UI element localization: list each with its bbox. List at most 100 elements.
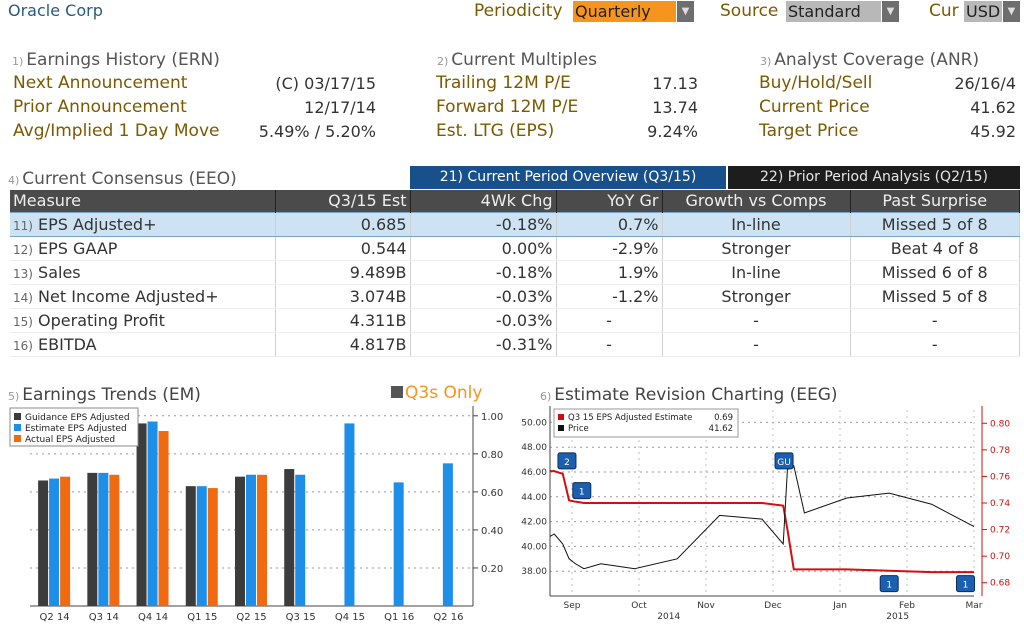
current-consensus-title[interactable]: 4) Current Consensus (EEO): [8, 169, 237, 189]
y-tick-label: 0.20: [481, 564, 503, 575]
col-header-4wk-chg[interactable]: 4Wk Chg: [410, 190, 557, 212]
measure-name: EPS Adjusted+: [38, 214, 157, 234]
row-number: 13): [13, 266, 33, 281]
earnings-trends-title[interactable]: 5) Earnings Trends (EM): [8, 385, 201, 405]
source-dropdown-icon[interactable]: ▼: [882, 1, 899, 22]
y-left-tick-label: 48.00: [521, 443, 547, 453]
company-name: Oracle Corp: [8, 1, 103, 20]
table-row[interactable]: 12) EPS GAAP 0.544 0.00% -2.9% Stronger …: [10, 236, 1020, 261]
currency-select[interactable]: USD: [964, 1, 1002, 22]
x-tick-label: Mar: [966, 601, 983, 611]
marker-box: [572, 482, 592, 500]
legend-box: [9, 407, 139, 447]
legend-swatch: [558, 414, 564, 420]
x-tick-label: Nov: [697, 601, 715, 611]
top-bar: Oracle Corp Periodicity Quarterly ▼ Sour…: [0, 0, 1024, 24]
x-tick-label: Dec: [764, 601, 781, 611]
periodicity-dropdown-icon[interactable]: ▼: [677, 1, 694, 22]
y-right-tick-label: 0.68: [990, 579, 1010, 589]
legend-box: [553, 408, 739, 438]
cell-past-surprise: Missed 6 of 8: [850, 260, 1020, 285]
cell-measure[interactable]: 14) Net Income Adjusted+: [10, 284, 276, 309]
x-tick-label: Q1 15: [187, 612, 217, 623]
marker-box: [774, 452, 794, 470]
x-year-label: 2015: [886, 612, 909, 622]
bar-guidance-eps-adjusted: [38, 480, 49, 606]
cell-growth-vs-comps: -: [662, 332, 851, 357]
bar-guidance-eps-adjusted: [136, 423, 147, 606]
col-header-estimate[interactable]: Q3/15 Est: [275, 190, 411, 212]
measure-name: Net Income Adjusted+: [38, 286, 219, 306]
legend-entry: Q3 15 EPS Adjusted Estimate: [568, 413, 692, 423]
cell-growth-vs-comps: In-line: [662, 260, 851, 285]
estimate-revision-title[interactable]: 6) Estimate Revision Charting (EEG): [540, 385, 838, 405]
col-header-past-surprise[interactable]: Past Surprise: [850, 190, 1020, 212]
bar-actual-eps-adjusted: [257, 474, 267, 606]
marker-label: 1: [579, 488, 585, 498]
x-tick-label: Q2 15: [236, 612, 266, 623]
legend-swatch: [14, 435, 21, 442]
table-row[interactable]: 13) Sales 9.489B -0.18% 1.9% In-line Mis…: [10, 260, 1020, 285]
y-right-tick-label: 0.78: [990, 446, 1010, 456]
bar-estimate-eps-adjusted: [246, 474, 256, 606]
est-ltg-label: Est. LTG (EPS): [436, 121, 555, 141]
current-price-label: Current Price: [759, 97, 870, 117]
row-number: 12): [13, 242, 33, 257]
analyst-coverage-title[interactable]: 3) Analyst Coverage (ANR): [760, 50, 979, 70]
table-row[interactable]: 15) Operating Profit 4.311B -0.03% - - -: [10, 308, 1020, 333]
col-header-measure[interactable]: Measure: [10, 190, 276, 212]
y-tick-label: 0.40: [481, 526, 503, 537]
section-number: 2): [437, 55, 449, 68]
target-price-label: Target Price: [759, 121, 859, 141]
legend-entry: Estimate EPS Adjusted: [25, 424, 127, 434]
tab-prior-period-analysis[interactable]: 22) Prior Period Analysis (Q2/15): [728, 166, 1020, 189]
series-line-price: [549, 465, 975, 570]
bar-estimate-eps-adjusted: [442, 463, 453, 606]
legend-entry: Actual EPS Adjusted: [25, 435, 115, 445]
marker-box: [557, 452, 577, 470]
measure-name: Sales: [38, 262, 81, 282]
y-tick-label: 0.60: [481, 488, 503, 499]
bar-actual-eps-adjusted: [109, 474, 120, 606]
cell-estimate: 4.311B: [275, 308, 411, 333]
cell-estimate: 9.489B: [275, 260, 411, 285]
currency-dropdown-icon[interactable]: ▼: [1003, 1, 1020, 22]
cell-past-surprise: Beat 4 of 8: [850, 236, 1020, 261]
cell-4wk-chg: -0.03%: [410, 308, 557, 333]
cell-measure[interactable]: 13) Sales: [10, 260, 276, 285]
cell-4wk-chg: -0.18%: [410, 211, 557, 237]
section-number: 4): [8, 174, 20, 187]
source-select[interactable]: Standard: [786, 1, 881, 22]
measure-name: Operating Profit: [38, 310, 165, 330]
x-tick-label: Q3 14: [89, 612, 119, 623]
cell-measure[interactable]: 15) Operating Profit: [10, 308, 276, 333]
table-header-row: Measure Q3/15 Est 4Wk Chg YoY Gr Growth …: [10, 190, 1020, 212]
cell-measure[interactable]: 16) EBITDA: [10, 332, 276, 357]
current-multiples-title: 2) Current Multiples: [437, 50, 597, 70]
x-tick-label: Feb: [899, 601, 915, 611]
table-row[interactable]: 14) Net Income Adjusted+ 3.074B -0.03% -…: [10, 284, 1020, 309]
legend-value: 41.62: [709, 424, 733, 434]
marker-box: [956, 575, 976, 593]
row-number: 16): [13, 338, 33, 353]
cell-measure[interactable]: 11) EPS Adjusted+: [10, 211, 276, 237]
cell-growth-vs-comps: -: [662, 308, 851, 333]
periodicity-select[interactable]: Quarterly: [573, 1, 676, 22]
table-row[interactable]: 16) EBITDA 4.817B -0.31% - - -: [10, 332, 1020, 357]
forward-pe-label: Forward 12M P/E: [436, 97, 579, 117]
q3s-only-label[interactable]: Q3s Only: [405, 383, 483, 403]
x-tick-label: Oct: [631, 601, 647, 611]
chart-legend: Q3 15 EPS Adjusted Estimate 0.69 Price 41.6…: [553, 408, 739, 438]
x-tick-label: Q4 15: [335, 612, 365, 623]
bar-estimate-eps-adjusted: [49, 478, 60, 606]
earnings-history-title[interactable]: 1) Earnings History (ERN): [12, 50, 220, 70]
source-label: Source: [720, 1, 779, 21]
q3s-only-checkbox[interactable]: [391, 386, 403, 398]
col-header-growth-vs-comps[interactable]: Growth vs Comps: [662, 190, 851, 212]
col-header-yoy-gr[interactable]: YoY Gr: [556, 190, 663, 212]
cell-estimate: 0.685: [275, 211, 411, 237]
y-tick-label: 0.80: [481, 450, 503, 461]
table-row[interactable]: 11) EPS Adjusted+ 0.685 -0.18% 0.7% In-l…: [10, 211, 1020, 237]
cell-measure[interactable]: 12) EPS GAAP: [10, 236, 276, 261]
tab-current-period-overview[interactable]: 21) Current Period Overview (Q3/15): [410, 166, 726, 189]
